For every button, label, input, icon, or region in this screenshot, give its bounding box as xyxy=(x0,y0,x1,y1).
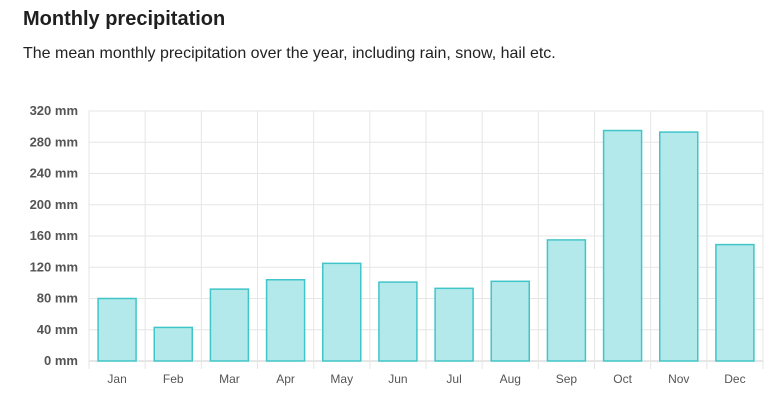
chart-title: Monthly precipitation xyxy=(23,8,226,30)
x-tick-label: Sep xyxy=(556,372,578,386)
bar-dec xyxy=(715,243,755,362)
y-tick-label: 280 mm xyxy=(30,134,78,149)
y-tick-label: 160 mm xyxy=(30,228,78,243)
x-tick-label: Aug xyxy=(500,372,521,386)
bar-feb xyxy=(153,326,193,362)
x-tick-label: Jun xyxy=(388,372,407,386)
x-tick-label: Mar xyxy=(219,372,240,386)
x-tick-label: Jul xyxy=(446,372,461,386)
x-tick-label: Jan xyxy=(107,372,126,386)
bar-oct xyxy=(602,129,643,362)
y-tick-label: 320 mm xyxy=(30,103,78,118)
bar-nov xyxy=(659,131,699,362)
chart-subtitle: The mean monthly precipitation over the … xyxy=(23,45,556,62)
bar-jan xyxy=(97,297,137,362)
y-tick-label: 200 mm xyxy=(30,197,78,212)
bar-mar xyxy=(209,288,250,362)
bar-aug xyxy=(490,280,530,362)
y-tick-label: 120 mm xyxy=(30,259,78,274)
y-tick-label: 80 mm xyxy=(37,291,78,306)
bar-jun xyxy=(378,281,418,362)
x-tick-label: Oct xyxy=(613,372,632,386)
x-tick-label: Apr xyxy=(276,372,295,386)
bar-jul xyxy=(434,287,474,362)
y-tick-label: 240 mm xyxy=(30,166,78,181)
bar-sep xyxy=(546,239,587,362)
x-tick-label: May xyxy=(330,372,353,386)
x-tick-label: Nov xyxy=(668,372,689,386)
x-tick-label: Feb xyxy=(163,372,184,386)
bar-may xyxy=(322,262,362,362)
x-tick-label: Dec xyxy=(724,372,745,386)
y-tick-label: 0 mm xyxy=(44,353,78,368)
y-tick-label: 40 mm xyxy=(37,322,78,337)
bar-apr xyxy=(265,279,306,362)
